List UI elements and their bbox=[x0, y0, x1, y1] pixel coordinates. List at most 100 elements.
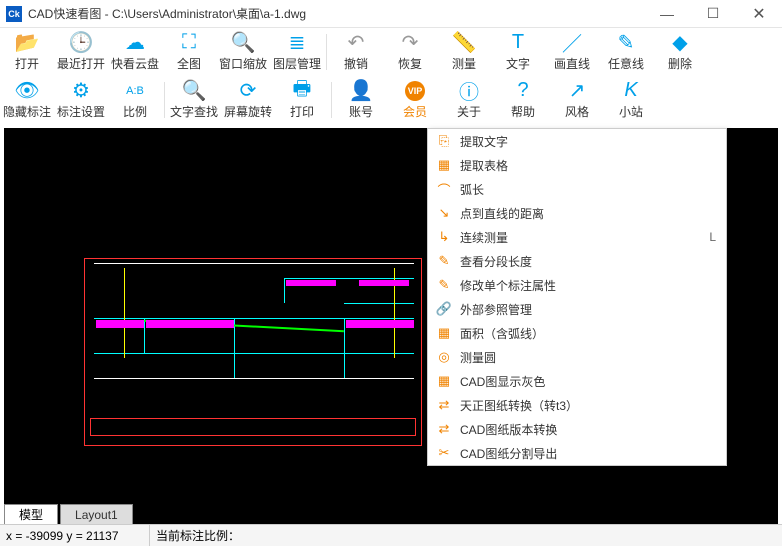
close-button[interactable]: ✕ bbox=[736, 0, 782, 28]
theme-button[interactable]: ↗ 风格 bbox=[550, 76, 604, 124]
undo-button[interactable]: ↶撤销 bbox=[329, 28, 383, 76]
zoom-window-button[interactable]: 🔍窗口缩放 bbox=[216, 28, 270, 76]
segment-length-label: 查看分段长度 bbox=[460, 253, 716, 270]
menu-extract-text[interactable]: ⎘ 提取文字 bbox=[428, 129, 726, 153]
menu-continuous-measure[interactable]: ↳连续测量L bbox=[428, 225, 726, 249]
continuous-measure-label: 连续测量 bbox=[460, 229, 709, 246]
help-icon: ? bbox=[517, 81, 528, 101]
segment-length-icon: ✎ bbox=[434, 253, 454, 269]
xref-manage-icon: 🔗 bbox=[434, 301, 454, 317]
theme-label: 风格 bbox=[565, 103, 589, 120]
edit-annot-icon: ✎ bbox=[434, 277, 454, 293]
print-label: 打印 bbox=[290, 103, 314, 120]
help-label: 帮助 bbox=[511, 103, 535, 120]
find-text-label: 文字查找 bbox=[170, 103, 218, 120]
maximize-button[interactable]: ☐ bbox=[690, 0, 736, 28]
hide-annot-icon: 👁 bbox=[14, 81, 39, 101]
account-button[interactable]: 👤账号 bbox=[334, 76, 388, 124]
freeline-icon: ✎ bbox=[618, 33, 635, 53]
arc-length-icon: ⌒ bbox=[434, 180, 454, 199]
cloud-button[interactable]: ☁ 快看云盘 bbox=[108, 28, 162, 76]
menu-split-export[interactable]: ✂ CAD图纸分割导出 bbox=[428, 441, 726, 465]
menu-convert-version[interactable]: ⇄CAD图纸版本转换 bbox=[428, 417, 726, 441]
undo-label: 撤销 bbox=[344, 55, 368, 72]
minimize-button[interactable]: — bbox=[644, 0, 690, 28]
rotate-button[interactable]: ⟳屏幕旋转 bbox=[221, 76, 275, 124]
redo-icon: ↷ bbox=[402, 33, 419, 53]
hide-annot-button[interactable]: 👁隐藏标注 bbox=[0, 76, 54, 124]
find-text-icon: 🔍 bbox=[182, 81, 207, 101]
open-button[interactable]: 📂打开 bbox=[0, 28, 54, 76]
freeline-button[interactable]: ✎ 任意线 bbox=[599, 28, 653, 76]
menu-convert-t3[interactable]: ⇄天正图纸转换（转t3） bbox=[428, 393, 726, 417]
line-button[interactable]: ／ 画直线 bbox=[545, 28, 599, 76]
freeline-label: 任意线 bbox=[608, 55, 644, 72]
zoom-window-label: 窗口缩放 bbox=[219, 55, 267, 72]
site-label: 小站 bbox=[619, 103, 643, 120]
scale-icon: A:B bbox=[126, 81, 144, 101]
scale-label: 比例 bbox=[123, 103, 147, 120]
line-icon: ／ bbox=[562, 33, 582, 53]
delete-label: 删除 bbox=[668, 55, 692, 72]
tab-layout1[interactable]: Layout1 bbox=[60, 504, 133, 524]
find-text-button[interactable]: 🔍 文字查找 bbox=[167, 76, 221, 124]
menu-xref-manage[interactable]: 🔗 外部参照管理 bbox=[428, 297, 726, 321]
about-button[interactable]: ⓘ关于 bbox=[442, 76, 496, 124]
annot-settings-icon: ⚙ bbox=[72, 81, 90, 101]
menu-extract-table[interactable]: ▦提取表格 bbox=[428, 153, 726, 177]
area-arc-icon: ▦ bbox=[434, 325, 454, 341]
layers-icon: ≣ bbox=[289, 33, 306, 53]
line-label: 画直线 bbox=[554, 55, 590, 72]
recent-label: 最近打开 bbox=[57, 55, 105, 72]
full-view-icon: ⛶ bbox=[182, 33, 196, 53]
measure-icon: 📏 bbox=[452, 33, 477, 53]
vip-button[interactable]: VIP会员 bbox=[388, 76, 442, 124]
extract-text-icon: ⎘ bbox=[434, 133, 454, 149]
cloud-icon: ☁ bbox=[125, 33, 145, 53]
split-export-icon: ✂ bbox=[434, 445, 454, 461]
toolbar-row-2: 👁隐藏标注⚙标注设置 A:B 比例 🔍 文字查找⟳屏幕旋转🖶打印👤账号VIP会员ⓘ关于?… bbox=[0, 76, 782, 124]
delete-button[interactable]: ◆ 删除 bbox=[653, 28, 707, 76]
measure-button[interactable]: 📏 测量 bbox=[437, 28, 491, 76]
site-button[interactable]: K小站 bbox=[604, 76, 658, 124]
annotation-scale-readout: 当前标注比例： bbox=[150, 525, 782, 546]
delete-icon: ◆ bbox=[672, 33, 687, 53]
annot-settings-button[interactable]: ⚙标注设置 bbox=[54, 76, 108, 124]
cad-drawing bbox=[84, 258, 424, 448]
cloud-label: 快看云盘 bbox=[111, 55, 159, 72]
layers-button[interactable]: ≣图层管理 bbox=[270, 28, 324, 76]
redo-button[interactable]: ↷ 恢复 bbox=[383, 28, 437, 76]
split-export-label: CAD图纸分割导出 bbox=[460, 445, 716, 462]
menu-area-arc[interactable]: ▦面积（含弧线） bbox=[428, 321, 726, 345]
text-button[interactable]: T文字 bbox=[491, 28, 545, 76]
measure-label: 测量 bbox=[452, 55, 476, 72]
menu-edit-annot[interactable]: ✎修改单个标注属性 bbox=[428, 273, 726, 297]
measure-circle-label: 测量圆 bbox=[460, 349, 716, 366]
full-view-button[interactable]: ⛶全图 bbox=[162, 28, 216, 76]
theme-icon: ↗ bbox=[569, 81, 586, 101]
extract-text-label: 提取文字 bbox=[460, 133, 716, 150]
redo-label: 恢复 bbox=[398, 55, 422, 72]
context-menu: ⎘ 提取文字 ▦提取表格⌒弧长↘点到直线的距离↳连续测量L ✎ 查看分段长度 ✎修改单个标… bbox=[427, 128, 727, 466]
show-gray-icon: ▦ bbox=[434, 373, 454, 389]
recent-icon: 🕒 bbox=[69, 33, 94, 53]
menu-arc-length[interactable]: ⌒弧长 bbox=[428, 177, 726, 201]
menu-segment-length[interactable]: ✎ 查看分段长度 bbox=[428, 249, 726, 273]
help-button[interactable]: ? 帮助 bbox=[496, 76, 550, 124]
convert-version-icon: ⇄ bbox=[434, 421, 454, 437]
recent-button[interactable]: 🕒 最近打开 bbox=[54, 28, 108, 76]
toolbar-row-1: 📂打开 🕒 最近打开 ☁ 快看云盘⛶全图🔍窗口缩放≣图层管理↶撤销 ↷ 恢复 📏 测量 T文字 ／ 画… bbox=[0, 28, 782, 76]
scale-button[interactable]: A:B 比例 bbox=[108, 76, 162, 124]
account-icon: 👤 bbox=[349, 81, 374, 101]
menu-point-line-dist[interactable]: ↘点到直线的距离 bbox=[428, 201, 726, 225]
measure-circle-icon: ◎ bbox=[434, 349, 454, 365]
print-button[interactable]: 🖶打印 bbox=[275, 76, 329, 124]
xref-manage-label: 外部参照管理 bbox=[460, 301, 716, 318]
menu-show-gray[interactable]: ▦CAD图显示灰色 bbox=[428, 369, 726, 393]
rotate-icon: ⟳ bbox=[240, 81, 257, 101]
tab-model[interactable]: 模型 bbox=[4, 504, 58, 524]
about-icon: ⓘ bbox=[459, 81, 479, 101]
point-line-dist-icon: ↘ bbox=[434, 205, 454, 221]
menu-measure-circle[interactable]: ◎ 测量圆 bbox=[428, 345, 726, 369]
titlebar: Ck CAD快速看图 - C:\Users\Administrator\桌面\a… bbox=[0, 0, 782, 28]
